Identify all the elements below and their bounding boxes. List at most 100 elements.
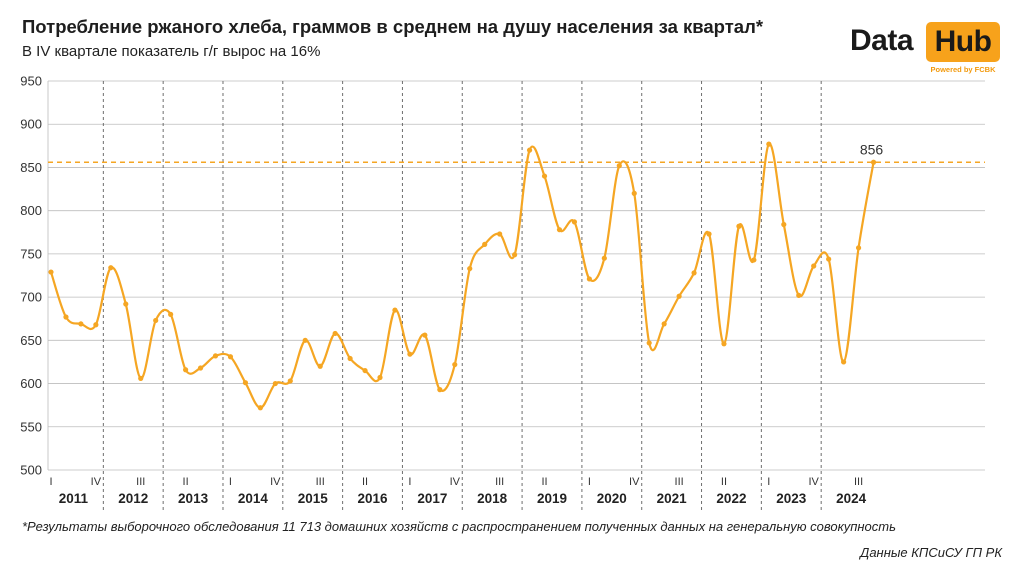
quarter-tick-label: I bbox=[767, 476, 770, 488]
data-point bbox=[182, 367, 189, 373]
data-point bbox=[93, 322, 99, 328]
data-point bbox=[227, 354, 234, 360]
quarter-tick-label: II bbox=[721, 476, 727, 488]
data-point bbox=[676, 293, 682, 299]
y-tick-label: 600 bbox=[20, 376, 42, 391]
y-tick-label: 700 bbox=[20, 290, 42, 305]
quarter-tick-label: I bbox=[588, 476, 591, 488]
data-point bbox=[541, 173, 548, 179]
data-point bbox=[302, 337, 308, 343]
data-point bbox=[736, 223, 742, 229]
quarter-tick-label: IV bbox=[450, 476, 461, 488]
quarter-tick-label: IV bbox=[809, 476, 820, 488]
quarter-tick-label: III bbox=[316, 476, 325, 488]
data-point bbox=[601, 255, 607, 261]
logo-word-hub: Hub bbox=[926, 22, 1000, 62]
year-label: 2022 bbox=[716, 491, 746, 506]
y-tick-label: 800 bbox=[20, 203, 42, 218]
y-tick-label: 650 bbox=[20, 333, 42, 348]
data-point bbox=[826, 256, 832, 262]
data-point bbox=[781, 221, 787, 228]
year-label: 2014 bbox=[238, 491, 269, 506]
y-tick-label: 500 bbox=[20, 463, 42, 478]
data-point bbox=[646, 340, 652, 346]
quarter-tick-label: II bbox=[362, 476, 368, 488]
data-point bbox=[616, 163, 622, 169]
data-point bbox=[123, 301, 129, 307]
data-point bbox=[467, 265, 473, 272]
data-point bbox=[497, 231, 503, 237]
y-tick-label: 750 bbox=[20, 246, 42, 261]
year-label: 2021 bbox=[657, 491, 688, 506]
data-point bbox=[526, 147, 533, 153]
data-point bbox=[242, 380, 249, 386]
data-point bbox=[586, 276, 592, 282]
data-point bbox=[766, 141, 772, 147]
data-point bbox=[721, 341, 727, 347]
y-tick-label: 900 bbox=[20, 117, 42, 132]
data-point bbox=[796, 292, 802, 298]
data-point bbox=[168, 311, 174, 317]
data-point bbox=[855, 245, 862, 251]
data-point bbox=[347, 355, 353, 362]
data-point bbox=[153, 317, 159, 324]
year-label: 2019 bbox=[537, 491, 567, 506]
data-point bbox=[197, 365, 204, 371]
data-point bbox=[362, 367, 368, 374]
data-point bbox=[661, 321, 667, 327]
footnote: *Результаты выборочного обследования 11 … bbox=[22, 519, 896, 534]
quarter-tick-label: II bbox=[183, 476, 189, 488]
data-point bbox=[631, 190, 637, 196]
quarter-tick-label: II bbox=[541, 476, 547, 488]
data-point bbox=[392, 307, 398, 313]
data-point bbox=[437, 387, 443, 393]
year-label: 2015 bbox=[298, 491, 329, 506]
quarter-tick-label: IV bbox=[91, 476, 102, 488]
quarter-tick-label: I bbox=[49, 476, 52, 488]
data-point bbox=[257, 405, 263, 411]
data-point bbox=[63, 314, 69, 320]
year-label: 2011 bbox=[59, 491, 89, 506]
data-point bbox=[512, 252, 518, 258]
data-point bbox=[870, 159, 877, 165]
data-point bbox=[78, 321, 84, 327]
data-point bbox=[212, 353, 219, 359]
data-point bbox=[377, 374, 383, 381]
logo-tagline: Powered by FCBK bbox=[930, 65, 996, 74]
data-point bbox=[422, 332, 428, 338]
data-point bbox=[287, 378, 293, 384]
last-value-label: 856 bbox=[860, 141, 884, 157]
quarter-tick-label: IV bbox=[270, 476, 281, 488]
data-point bbox=[691, 270, 697, 276]
y-tick-label: 850 bbox=[20, 160, 42, 175]
y-tick-label: 950 bbox=[20, 74, 42, 89]
data-point bbox=[272, 380, 278, 387]
data-point bbox=[407, 351, 413, 357]
year-label: 2013 bbox=[178, 491, 209, 506]
quarter-tick-label: III bbox=[495, 476, 504, 488]
quarter-tick-label: I bbox=[229, 476, 232, 488]
year-label: 2020 bbox=[597, 491, 627, 506]
data-point bbox=[841, 359, 847, 365]
logo-word-data: Data bbox=[850, 24, 914, 57]
data-point bbox=[556, 227, 563, 233]
data-point bbox=[751, 257, 757, 263]
data-point bbox=[48, 269, 54, 275]
data-point bbox=[482, 241, 488, 247]
data-point bbox=[811, 263, 817, 269]
data-point bbox=[108, 265, 114, 271]
quarter-tick-label: III bbox=[854, 476, 863, 488]
year-label: 2024 bbox=[836, 491, 867, 506]
data-point bbox=[138, 375, 144, 381]
data-point bbox=[317, 363, 323, 369]
data-point bbox=[452, 361, 458, 368]
quarter-tick-label: III bbox=[136, 476, 145, 488]
year-label: 2016 bbox=[358, 491, 389, 506]
year-label: 2012 bbox=[118, 491, 148, 506]
data-point bbox=[332, 330, 338, 337]
year-label: 2017 bbox=[417, 491, 447, 506]
source-note: Данные КПСиСУ ГП РК bbox=[860, 545, 1002, 560]
chart-title: Потребление ржаного хлеба, граммов в сре… bbox=[22, 16, 764, 37]
datahub-logo: Data Hub Powered by FCBK bbox=[850, 22, 1000, 78]
